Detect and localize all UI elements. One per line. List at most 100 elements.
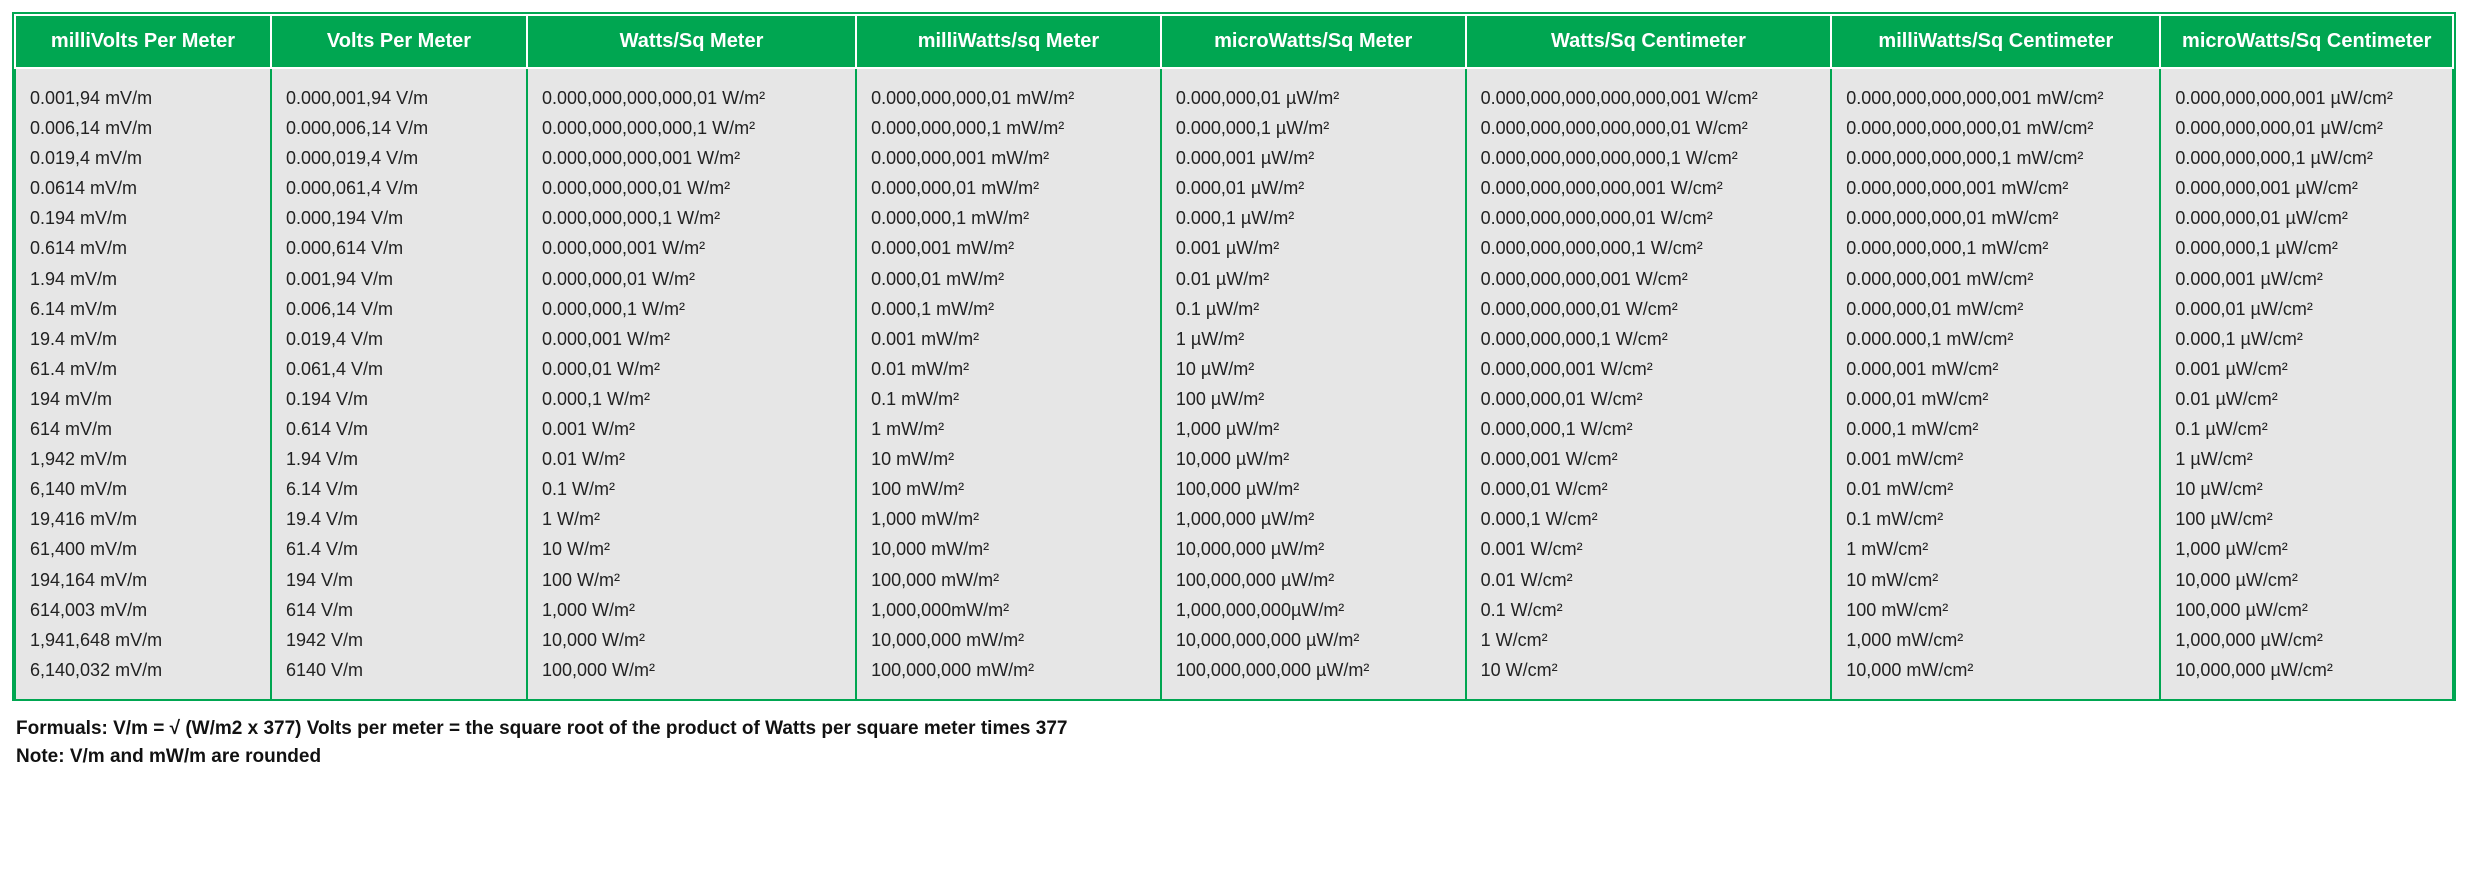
table-cell: 61,400 mV/m <box>15 534 271 564</box>
table-cell: 0.1 mW/m² <box>856 384 1161 414</box>
table-cell: 0.000,000,000,1 µW/cm² <box>2160 143 2453 173</box>
table-cell: 1,000 W/m² <box>527 595 856 625</box>
table-cell: 0.000,01 µW/cm² <box>2160 294 2453 324</box>
table-cell: 0.1 µW/m² <box>1161 294 1466 324</box>
table-cell: 0.000,001 W/cm² <box>1466 444 1832 474</box>
table-cell: 0.001 µW/m² <box>1161 233 1466 263</box>
table-cell: 1,000,000 µW/m² <box>1161 504 1466 534</box>
table-cell: 19.4 mV/m <box>15 324 271 354</box>
table-cell: 0.1 mW/cm² <box>1831 504 2160 534</box>
table-cell: 1942 V/m <box>271 625 527 655</box>
table-cell: 0.000,000,001 W/cm² <box>1466 354 1832 384</box>
table-row: 6.14 mV/m0.006,14 V/m0.000,000,1 W/m²0.0… <box>15 294 2453 324</box>
table-cell: 1,941,648 mV/m <box>15 625 271 655</box>
table-cell: 6,140,032 mV/m <box>15 655 271 699</box>
table-cell: 10,000 µW/m² <box>1161 444 1466 474</box>
table-cell: 0.000,001 mW/cm² <box>1831 354 2160 384</box>
table-cell: 0.000,1 mW/m² <box>856 294 1161 324</box>
table-cell: 10 µW/cm² <box>2160 474 2453 504</box>
table-cell: 0.000,000,1 µW/m² <box>1161 113 1466 143</box>
table-cell: 0.000,000,000,000,001 W/cm² <box>1466 173 1832 203</box>
table-cell: 0.000,000,000,000,1 W/cm² <box>1466 233 1832 263</box>
table-cell: 0.000,000,001 mW/m² <box>856 143 1161 173</box>
table-cell: 0.000,1 mW/cm² <box>1831 414 2160 444</box>
table-row: 0.006,14 mV/m0.000,006,14 V/m0.000,000,0… <box>15 113 2453 143</box>
table-cell: 1.94 V/m <box>271 444 527 474</box>
conversion-table-wrap: milliVolts Per Meter Volts Per Meter Wat… <box>12 12 2456 701</box>
footer-notes: Formuals: V/m = √ (W/m2 x 377) Volts per… <box>12 715 2456 772</box>
table-cell: 100 mW/cm² <box>1831 595 2160 625</box>
table-cell: 1,000,000,000µW/m² <box>1161 595 1466 625</box>
table-cell: 61.4 mV/m <box>15 354 271 384</box>
table-row: 1,942 mV/m1.94 V/m0.01 W/m²10 mW/m²10,00… <box>15 444 2453 474</box>
table-cell: 1.94 mV/m <box>15 264 271 294</box>
table-cell: 0.000,000,000,000,01 W/cm² <box>1466 203 1832 233</box>
table-cell: 1,942 mV/m <box>15 444 271 474</box>
table-cell: 0.000,000,1 W/cm² <box>1466 414 1832 444</box>
table-cell: 10,000 mW/m² <box>856 534 1161 564</box>
table-cell: 0.000,000,000,000,000,001 W/cm² <box>1466 68 1832 113</box>
table-cell: 0.000,01 W/m² <box>527 354 856 384</box>
table-cell: 0.000,001 mW/m² <box>856 233 1161 263</box>
table-cell: 0.000,000,000,000,1 mW/cm² <box>1831 143 2160 173</box>
table-cell: 0.001 W/m² <box>527 414 856 444</box>
table-cell: 0.000,1 µW/m² <box>1161 203 1466 233</box>
table-cell: 0.000,000,000,1 W/cm² <box>1466 324 1832 354</box>
table-cell: 100,000,000 µW/m² <box>1161 565 1466 595</box>
table-cell: 10,000,000 µW/cm² <box>2160 655 2453 699</box>
table-cell: 0.000,000,001 mW/cm² <box>1831 264 2160 294</box>
table-row: 19.4 mV/m0.019,4 V/m0.000,001 W/m²0.001 … <box>15 324 2453 354</box>
table-cell: 0.006,14 V/m <box>271 294 527 324</box>
table-cell: 6,140 mV/m <box>15 474 271 504</box>
table-cell: 0.000,1 W/cm² <box>1466 504 1832 534</box>
table-body: 0.001,94 mV/m0.000,001,94 V/m0.000,000,0… <box>15 68 2453 699</box>
table-cell: 100 µW/m² <box>1161 384 1466 414</box>
table-cell: 614,003 mV/m <box>15 595 271 625</box>
table-cell: 10,000,000 mW/m² <box>856 625 1161 655</box>
table-cell: 1 mW/cm² <box>1831 534 2160 564</box>
table-cell: 10 µW/m² <box>1161 354 1466 384</box>
table-cell: 0.000,000,1 µW/cm² <box>2160 233 2453 263</box>
table-cell: 1,000 mW/cm² <box>1831 625 2160 655</box>
table-cell: 0.000,000,000,001 µW/cm² <box>2160 68 2453 113</box>
table-cell: 0.000,000,000,001 W/m² <box>527 143 856 173</box>
table-cell: 0.000,000,000,01 mW/cm² <box>1831 203 2160 233</box>
col-header-uw-per-sqcm: microWatts/Sq Centimeter <box>2160 15 2453 68</box>
col-header-uw-per-sqm: microWatts/Sq Meter <box>1161 15 1466 68</box>
table-cell: 100,000,000 mW/m² <box>856 655 1161 699</box>
table-cell: 194 V/m <box>271 565 527 595</box>
table-cell: 0.000,01 µW/m² <box>1161 173 1466 203</box>
table-cell: 0.1 µW/cm² <box>2160 414 2453 444</box>
table-cell: 0.000,000,01 W/cm² <box>1466 384 1832 414</box>
conversion-table: milliVolts Per Meter Volts Per Meter Wat… <box>14 14 2454 699</box>
table-cell: 194,164 mV/m <box>15 565 271 595</box>
table-cell: 100,000,000,000 µW/m² <box>1161 655 1466 699</box>
table-cell: 0.000,000,000,1 mW/cm² <box>1831 233 2160 263</box>
table-cell: 19,416 mV/m <box>15 504 271 534</box>
table-row: 614 mV/m0.614 V/m0.001 W/m²1 mW/m²1,000 … <box>15 414 2453 444</box>
table-cell: 0.01 W/m² <box>527 444 856 474</box>
table-row: 6,140 mV/m6.14 V/m0.1 W/m²100 mW/m²100,0… <box>15 474 2453 504</box>
table-cell: 0.000,1 µW/cm² <box>2160 324 2453 354</box>
table-row: 0.001,94 mV/m0.000,001,94 V/m0.000,000,0… <box>15 68 2453 113</box>
table-cell: 0.000,006,14 V/m <box>271 113 527 143</box>
table-cell: 10,000,000,000 µW/m² <box>1161 625 1466 655</box>
table-cell: 0.006,14 mV/m <box>15 113 271 143</box>
table-row: 194 mV/m0.194 V/m0.000,1 W/m²0.1 mW/m²10… <box>15 384 2453 414</box>
table-cell: 194 mV/m <box>15 384 271 414</box>
col-header-mw-per-sqm: milliWatts/sq Meter <box>856 15 1161 68</box>
table-cell: 100 W/m² <box>527 565 856 595</box>
table-cell: 10,000 mW/cm² <box>1831 655 2160 699</box>
col-header-v-per-m: Volts Per Meter <box>271 15 527 68</box>
table-row: 0.019,4 mV/m0.000,019,4 V/m0.000,000,000… <box>15 143 2453 173</box>
table-cell: 0.000,01 mW/m² <box>856 264 1161 294</box>
table-cell: 0.000,000,000,1 W/m² <box>527 203 856 233</box>
table-cell: 100 µW/cm² <box>2160 504 2453 534</box>
table-cell: 0.000,000,000,01 mW/m² <box>856 68 1161 113</box>
table-cell: 0.000,000,01 µW/m² <box>1161 68 1466 113</box>
table-cell: 100,000 W/m² <box>527 655 856 699</box>
table-cell: 10 mW/m² <box>856 444 1161 474</box>
table-cell: 100,000 µW/cm² <box>2160 595 2453 625</box>
table-cell: 1 W/cm² <box>1466 625 1832 655</box>
table-cell: 0.000,019,4 V/m <box>271 143 527 173</box>
